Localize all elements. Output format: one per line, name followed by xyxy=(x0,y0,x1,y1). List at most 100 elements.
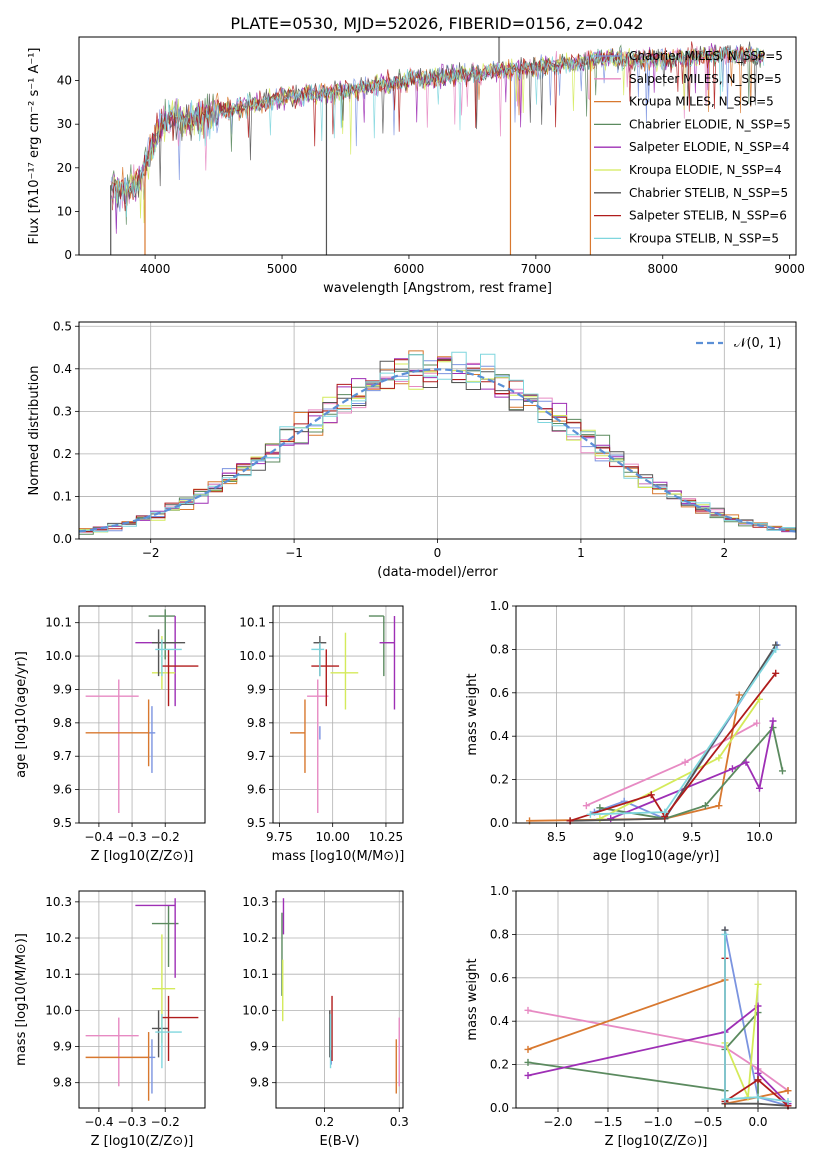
x-axis-label: E(B-V) xyxy=(319,1134,359,1149)
errorbar-point xyxy=(148,609,176,660)
y-axis-label: mass weight xyxy=(465,958,480,1040)
errorbar-point xyxy=(151,636,176,690)
y-tick-label: 0 xyxy=(64,248,72,262)
x-axis-label: Z [log10(Z/Z⊙)] xyxy=(605,1134,708,1149)
plus-marker xyxy=(715,754,723,762)
legend-label: Salpeter ELODIE, N_SSP=4 xyxy=(629,140,790,154)
errorbar-point xyxy=(151,629,186,677)
x-tick-label: 1 xyxy=(577,546,585,560)
y-tick-label: 9.5 xyxy=(247,816,266,830)
y-tick-label: 9.8 xyxy=(250,1076,269,1090)
y-tick-label: 0.4 xyxy=(490,729,509,743)
errorbar-point xyxy=(311,642,325,677)
y-tick-label: 0.5 xyxy=(53,319,72,333)
y-tick-label: 9.7 xyxy=(247,749,266,763)
mass-weight-line xyxy=(569,672,777,822)
x-tick-label: 8.5 xyxy=(547,830,566,844)
y-tick-label: 9.5 xyxy=(53,816,72,830)
x-axis-label: Z [log10(Z/Z⊙)] xyxy=(91,1134,194,1149)
panel-residuals: −2 −1 0 1 2 0.0 0.1 0.2 0.3 0.4 0.5 (data-model)/er… xyxy=(27,319,797,580)
y-tick-label: 10.1 xyxy=(45,967,72,981)
panel-mass_Z: −0.4 −0.3 −0.2 9.8 9.9 10.0 10.1 10.2 10.3 Z [log… xyxy=(14,890,206,1149)
y-tick-label: 0.8 xyxy=(490,642,509,656)
axes-frame xyxy=(515,890,797,1109)
axes-frame xyxy=(78,321,797,540)
plus-marker xyxy=(582,802,590,810)
axes-frame xyxy=(515,605,797,824)
y-tick-label: 0.1 xyxy=(53,489,72,503)
mass-weight-line xyxy=(570,644,777,822)
y-tick-label: 10.2 xyxy=(242,931,269,945)
x-tick-label: 8000 xyxy=(647,262,678,276)
x-tick-label: −0.3 xyxy=(117,1115,146,1129)
plus-marker xyxy=(755,784,763,792)
errorbars xyxy=(290,615,396,813)
x-tick-label: 0.3 xyxy=(390,1115,409,1129)
plus-marker xyxy=(772,669,780,677)
legend-label: Kroupa ELODIE, N_SSP=4 xyxy=(629,163,782,177)
x-axis-label: (data-model)/error xyxy=(377,565,498,580)
x-tick-label: −0.4 xyxy=(84,830,113,844)
x-axis-label: Z [log10(Z/Z⊙)] xyxy=(91,849,194,864)
y-tick-label: 0.2 xyxy=(53,447,72,461)
plus-marker xyxy=(784,1097,792,1105)
y-tick-label: 10.2 xyxy=(45,931,72,945)
y-tick-label: 10.1 xyxy=(239,616,266,630)
errorbar-point xyxy=(151,1010,169,1058)
errorbar-point xyxy=(135,898,176,978)
plot-area-mw_age xyxy=(516,605,796,825)
plus-marker xyxy=(715,802,723,810)
y-tick-label: 0.0 xyxy=(53,532,72,546)
axes-frame xyxy=(272,605,404,824)
plus-marker xyxy=(524,1045,532,1053)
errorbar-point xyxy=(290,699,306,773)
x-tick-label: 9.75 xyxy=(266,830,293,844)
mass-weight-line xyxy=(724,934,789,1103)
legend-label: Chabrier MILES, N_SSP=5 xyxy=(629,49,783,63)
x-tick-label: 9000 xyxy=(774,262,805,276)
y-tick-label: 9.9 xyxy=(250,1040,269,1054)
plus-marker xyxy=(753,719,761,727)
plus-marker xyxy=(735,691,743,699)
plot-area-age_Z xyxy=(79,606,205,824)
plus-marker xyxy=(754,980,762,988)
axes-mw_Z: −2.0 −1.5 −1.0 −0.5 0.0 0.0 0.2 0.4 0.6 0.8 1.0 Z [… xyxy=(465,884,768,1149)
x-axis-label: wavelength [Angstrom, rest frame] xyxy=(323,281,552,296)
y-tick-label: 0.4 xyxy=(490,1014,509,1028)
errorbar-point xyxy=(368,615,385,677)
mass-weight-line xyxy=(527,1010,759,1098)
plot-area-residuals xyxy=(78,322,797,540)
y-tick-label: 9.6 xyxy=(247,783,266,797)
y-tick-label: 1.0 xyxy=(490,599,509,613)
plus-marker xyxy=(524,1071,532,1079)
legend: 𝒩(0, 1) xyxy=(696,336,781,351)
y-tick-label: 9.9 xyxy=(53,1040,72,1054)
figure-title: PLATE=0530, MJD=52026, FIBERID=0156, z=0… xyxy=(230,14,643,33)
plus-marker xyxy=(647,791,655,799)
x-tick-label: −0.4 xyxy=(84,1115,113,1129)
y-tick-label: 20 xyxy=(57,161,72,175)
x-tick-label: 6000 xyxy=(394,262,425,276)
errorbar-point xyxy=(148,706,156,773)
legend-label: Chabrier ELODIE, N_SSP=5 xyxy=(629,117,791,131)
plot-area-spectrum xyxy=(110,37,765,255)
plus-marker xyxy=(772,645,780,653)
errorbar-point xyxy=(151,934,176,1043)
y-tick-label: 10.3 xyxy=(45,895,72,909)
histogram-step xyxy=(78,351,796,539)
y-tick-label: 10.0 xyxy=(45,649,72,663)
plus-marker xyxy=(754,1100,762,1108)
y-tick-label: 1.0 xyxy=(490,884,509,898)
panel-spectrum: 4000 5000 6000 7000 8000 9000 0 10 20 30 40 wavelen… xyxy=(27,36,805,296)
legend-label: Salpeter MILES, N_SSP=5 xyxy=(629,72,782,86)
plus-marker xyxy=(661,808,669,816)
x-tick-label: 10.00 xyxy=(315,830,349,844)
axes-age_mass: 9.75 10.00 10.25 9.5 9.6 9.7 9.8 9.9 10.0 10.1 mas… xyxy=(239,616,404,864)
axes-age_Z: −0.4 −0.3 −0.2 9.5 9.6 9.7 9.8 9.9 10.0 10.1 Z [lo… xyxy=(14,616,193,864)
x-tick-label: 0 xyxy=(434,546,442,560)
errorbar-point xyxy=(85,679,139,813)
x-tick-label: 10.25 xyxy=(369,830,403,844)
y-tick-label: 9.7 xyxy=(53,749,72,763)
axes-mw_age: 8.5 9.0 9.5 10.0 0.0 0.2 0.4 0.6 0.8 1.0 age [log1… xyxy=(465,599,773,864)
mass-weight-line xyxy=(594,644,778,820)
